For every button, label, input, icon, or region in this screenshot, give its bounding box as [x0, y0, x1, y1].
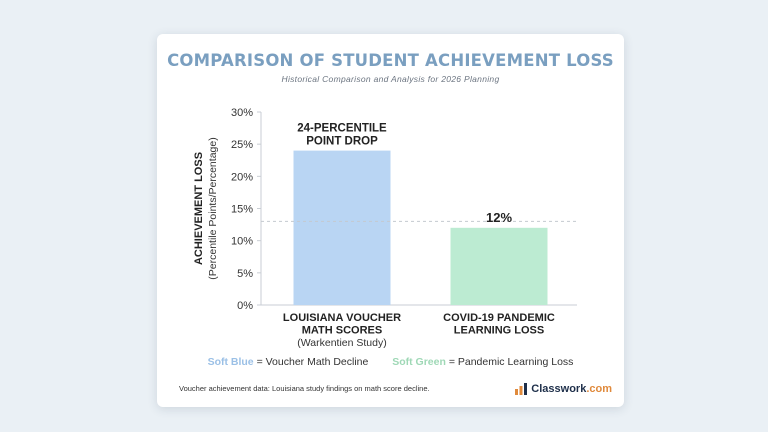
legend-blue-label: Soft Blue [207, 356, 254, 368]
footnote: Voucher achievement data: Louisiana stud… [179, 384, 430, 393]
bar-data-label: 12% [486, 210, 512, 225]
logo-text: Classwork.com [531, 383, 612, 395]
y-axis-sublabel: (Percentile Points/Percentage) [207, 137, 219, 279]
chart-card: COMPARISON OF STUDENT ACHIEVEMENT LOSS H… [157, 34, 624, 407]
chart-legend: Soft Blue = Voucher Math Decline Soft Gr… [157, 356, 624, 368]
x-category-label: COVID-19 PANDEMIC [443, 312, 555, 324]
x-category-sublabel: (Warkentien Study) [297, 337, 386, 349]
y-tick-label: 20% [231, 171, 253, 183]
x-category-label: LEARNING LOSS [454, 325, 544, 337]
y-tick-label: 0% [237, 300, 253, 312]
bar-chart: 0% 5% 10% 15% 20% 25% 30% ACHIEVEMENT LOSS (Perc… [193, 107, 577, 349]
chart-title: COMPARISON OF STUDENT ACHIEVEMENT LOSS [167, 51, 614, 70]
bar-data-label: 24-PERCENTILE [297, 123, 387, 135]
y-tick-label: 10% [231, 236, 253, 248]
legend-green-text: = Pandemic Learning Loss [448, 356, 574, 368]
bar [450, 227, 548, 305]
y-tick-label: 15% [231, 204, 253, 216]
classwork-logo[interactable]: Classwork.com [514, 381, 612, 397]
bar [293, 150, 391, 305]
chart-subtitle: Historical Comparison and Analysis for 2… [281, 74, 500, 84]
bar-chart-logo-icon [515, 383, 528, 395]
y-tick-label: 25% [231, 139, 253, 151]
bar-data-label: POINT DROP [306, 136, 378, 148]
legend-blue-text: = Voucher Math Decline [256, 356, 369, 368]
legend-green-label: Soft Green [392, 356, 446, 368]
x-category-label: LOUISIANA VOUCHER [283, 312, 401, 324]
y-tick-label: 5% [237, 268, 253, 280]
y-tick-label: 30% [231, 107, 253, 119]
y-axis-label: ACHIEVEMENT LOSS [193, 152, 205, 265]
x-category-label: MATH SCORES [302, 325, 382, 337]
